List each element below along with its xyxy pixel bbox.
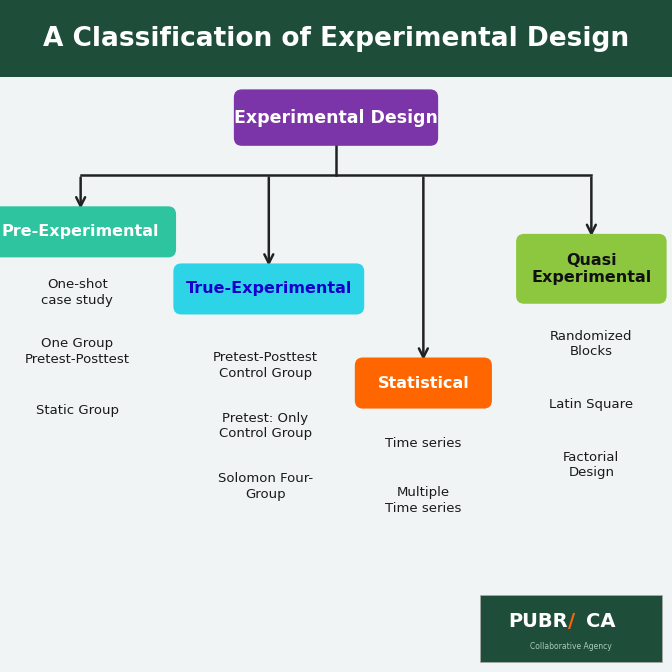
Text: Collaborative Agency: Collaborative Agency: [530, 642, 612, 651]
Text: Experimental Design: Experimental Design: [234, 109, 438, 126]
Text: Time series: Time series: [385, 437, 462, 450]
Text: /: /: [568, 612, 575, 630]
FancyBboxPatch shape: [355, 358, 492, 409]
FancyBboxPatch shape: [0, 0, 672, 77]
Text: True-Experimental: True-Experimental: [185, 282, 352, 296]
FancyBboxPatch shape: [234, 89, 438, 146]
Text: Factorial
Design: Factorial Design: [563, 451, 620, 479]
Text: Static Group: Static Group: [36, 404, 119, 417]
Text: One Group
Pretest-Posttest: One Group Pretest-Posttest: [25, 337, 130, 366]
FancyBboxPatch shape: [480, 595, 662, 662]
Text: CA: CA: [586, 612, 616, 630]
Text: Latin Square: Latin Square: [549, 398, 634, 411]
Text: Solomon Four-
Group: Solomon Four- Group: [218, 472, 313, 501]
FancyBboxPatch shape: [0, 206, 176, 257]
Text: PUBR: PUBR: [508, 612, 568, 630]
Text: Quasi
Experimental: Quasi Experimental: [532, 253, 651, 285]
Text: Pretest-Posttest
Control Group: Pretest-Posttest Control Group: [213, 351, 318, 380]
FancyBboxPatch shape: [173, 263, 364, 314]
Text: Multiple
Time series: Multiple Time series: [385, 487, 462, 515]
Text: Pretest: Only
Control Group: Pretest: Only Control Group: [219, 412, 312, 440]
Text: A Classification of Experimental Design: A Classification of Experimental Design: [43, 26, 629, 52]
FancyBboxPatch shape: [516, 234, 667, 304]
Text: Statistical: Statistical: [378, 376, 469, 390]
Text: Pre-Experimental: Pre-Experimental: [2, 224, 159, 239]
Text: One-shot
case study: One-shot case study: [42, 278, 113, 306]
Text: Randomized
Blocks: Randomized Blocks: [550, 330, 632, 358]
